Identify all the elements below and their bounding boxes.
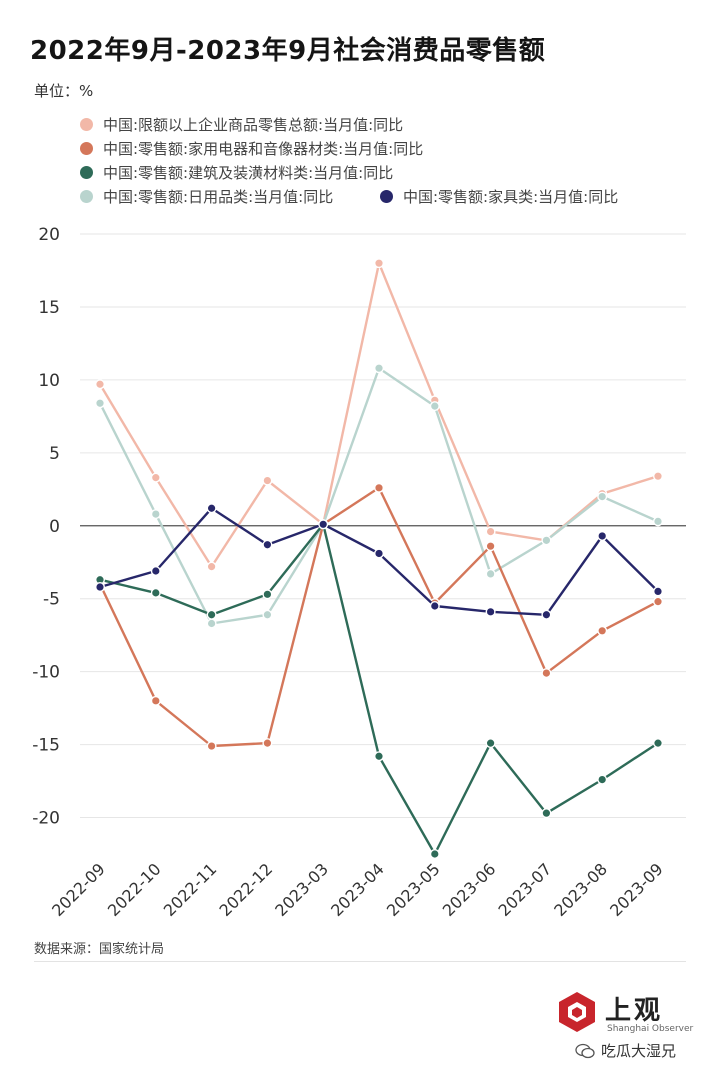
y-tick-label: 5 xyxy=(49,444,60,464)
data-point xyxy=(653,471,664,482)
legend-marker-icon xyxy=(80,190,93,203)
data-point xyxy=(206,503,217,514)
data-point xyxy=(653,738,664,749)
legend-label: 中国:零售额:家具类:当月值:同比 xyxy=(403,188,619,206)
data-point xyxy=(429,601,440,612)
data-point xyxy=(150,587,161,598)
data-point xyxy=(94,379,105,390)
data-point xyxy=(206,561,217,572)
y-tick-label: 15 xyxy=(38,298,60,318)
data-point xyxy=(150,695,161,706)
legend-label: 中国:限额以上企业商品零售总额:当月值:同比 xyxy=(103,116,404,134)
y-tick-label: -20 xyxy=(32,809,60,829)
data-point xyxy=(485,568,496,579)
logo-text: 上观 xyxy=(605,996,664,1026)
data-point xyxy=(597,530,608,541)
data-point xyxy=(541,535,552,546)
legend-label: 中国:零售额:日用品类:当月值:同比 xyxy=(103,188,334,206)
data-point xyxy=(374,482,385,493)
data-point xyxy=(653,596,664,607)
data-point xyxy=(94,582,105,593)
data-point xyxy=(597,774,608,785)
data-point xyxy=(374,363,385,374)
x-tick-label: 2023-08 xyxy=(550,859,611,920)
x-tick-label: 2023-03 xyxy=(271,859,332,920)
data-point xyxy=(429,401,440,412)
data-point xyxy=(597,491,608,502)
legend-item-building-materials: 中国:零售额:建筑及装潢材料类:当月值:同比 xyxy=(80,162,393,183)
y-tick-label: -10 xyxy=(32,663,60,683)
data-point xyxy=(206,618,217,629)
x-tick-label: 2023-05 xyxy=(383,859,444,920)
legend-label: 中国:零售额:家用电器和音像器材类:当月值:同比 xyxy=(103,140,424,158)
x-tick-label: 2023-06 xyxy=(439,859,500,920)
x-tick-label: 2023-07 xyxy=(495,859,556,920)
y-tick-label: -15 xyxy=(32,736,60,756)
source-note: 数据来源：国家统计局 xyxy=(34,942,165,957)
series-2 xyxy=(94,482,664,752)
data-point xyxy=(206,741,217,752)
y-tick-label: -5 xyxy=(43,590,60,610)
data-point xyxy=(150,509,161,520)
unit-label: 单位：% xyxy=(34,82,94,100)
y-tick-label: 10 xyxy=(38,371,60,391)
data-point xyxy=(374,751,385,762)
data-point xyxy=(262,589,273,600)
data-point xyxy=(150,472,161,483)
data-point xyxy=(485,738,496,749)
data-point xyxy=(429,849,440,860)
chart-title: 2022年9月-2023年9月社会消费品零售额 xyxy=(30,36,546,66)
data-point xyxy=(541,808,552,819)
series-line xyxy=(98,367,659,625)
x-tick-label: 2022-10 xyxy=(104,859,165,920)
legend-item-appliances: 中国:零售额:家用电器和音像器材类:当月值:同比 xyxy=(80,138,423,159)
data-point xyxy=(597,625,608,636)
data-point xyxy=(485,606,496,617)
data-point xyxy=(262,738,273,749)
legend-item-furniture: 中国:零售额:家具类:当月值:同比 xyxy=(380,186,618,207)
line-chart: 20 15 10 5 0 -5 -10 -15 -20 2022-092022-102022-11… xyxy=(32,225,686,920)
logo-icon xyxy=(559,992,595,1032)
footer-divider xyxy=(34,961,686,962)
legend-item-retail-total: 中国:限额以上企业商品零售总额:当月值:同比 xyxy=(80,114,403,135)
data-point xyxy=(94,398,105,409)
series-0 xyxy=(94,258,664,572)
y-tick-label: 20 xyxy=(38,225,60,245)
legend-marker-icon xyxy=(80,166,93,179)
data-point xyxy=(374,548,385,559)
data-point xyxy=(262,609,273,620)
data-point xyxy=(262,475,273,486)
data-point xyxy=(653,516,664,527)
series-line xyxy=(98,262,659,568)
x-tick-label: 2022-11 xyxy=(160,859,221,920)
data-point xyxy=(485,526,496,537)
legend-marker-icon xyxy=(80,118,93,131)
logo: 上观 Shanghai Observer xyxy=(555,990,693,1040)
data-point xyxy=(150,565,161,576)
data-point xyxy=(485,541,496,552)
x-tick-label: 2022-09 xyxy=(48,859,109,920)
data-point xyxy=(206,609,217,620)
series-1 xyxy=(94,363,664,629)
x-tick-label: 2023-09 xyxy=(606,859,667,920)
legend-marker-icon xyxy=(80,142,93,155)
watermark: 吃瓜大湿兄 xyxy=(575,1040,676,1061)
x-tick-label: 2022-12 xyxy=(216,859,277,920)
data-point xyxy=(653,586,664,597)
wechat-icon xyxy=(575,1043,595,1058)
logo-subtitle: Shanghai Observer xyxy=(607,1024,694,1034)
legend-item-daily-goods: 中国:零售额:日用品类:当月值:同比 xyxy=(80,186,333,207)
data-point xyxy=(262,539,273,550)
legend-label: 中国:零售额:建筑及装潢材料类:当月值:同比 xyxy=(103,164,394,182)
data-point xyxy=(374,258,385,269)
x-tick-label: 2023-04 xyxy=(327,859,388,920)
y-tick-label: 0 xyxy=(49,517,60,537)
data-point xyxy=(541,609,552,620)
data-point xyxy=(541,668,552,679)
series-4 xyxy=(94,503,664,620)
data-point xyxy=(318,519,329,530)
series-line xyxy=(98,486,659,748)
legend-marker-icon xyxy=(380,190,393,203)
watermark-text: 吃瓜大湿兄 xyxy=(601,1042,677,1060)
